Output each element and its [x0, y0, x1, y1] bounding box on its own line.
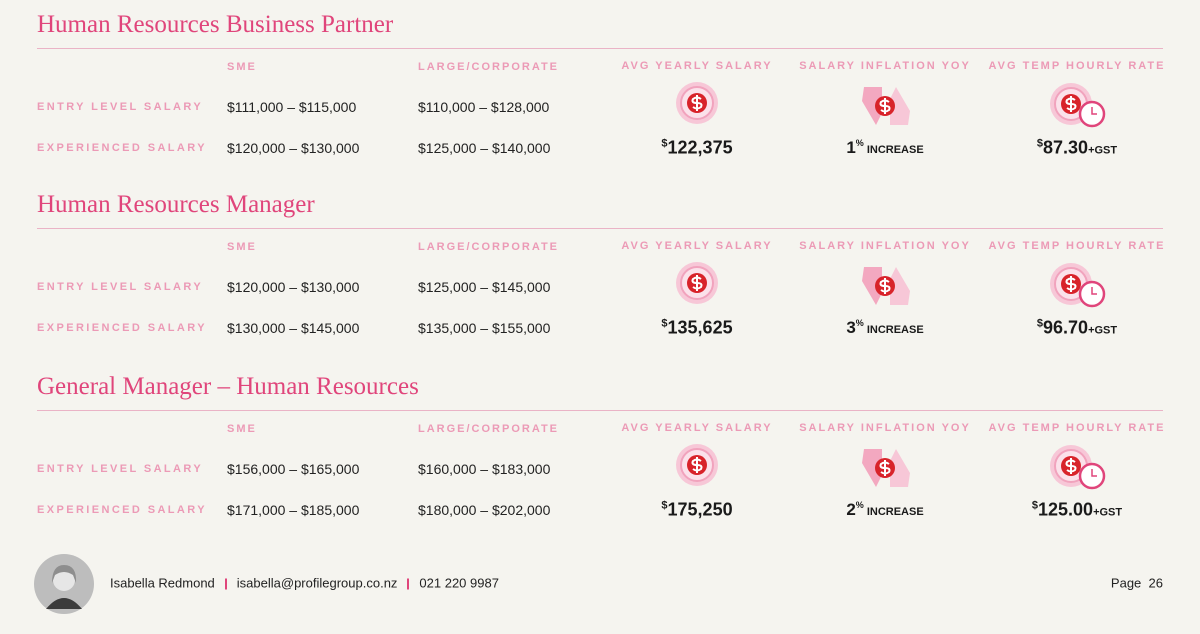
inflation-label: INCREASE	[866, 144, 924, 156]
sme-range: $171,000 – $185,000	[227, 502, 360, 518]
footer-contact: Isabella Redmond isabella@profilegroup.co…	[110, 576, 499, 591]
currency-symbol: $	[1031, 499, 1039, 512]
inflation-value: 1	[846, 138, 856, 157]
gst-suffix: +GST	[1088, 324, 1118, 337]
section-title: General Manager – Human Resources	[37, 373, 419, 400]
inflation-label: INCREASE	[866, 506, 924, 518]
separator	[407, 578, 410, 590]
corporate-range: $125,000 – $140,000	[418, 140, 551, 156]
salary-icon	[676, 444, 718, 486]
salary-amount: 122,375	[667, 137, 733, 158]
column-header: AVG YEARLY SALARY	[621, 60, 773, 72]
corporate-range: $125,000 – $145,000	[418, 279, 551, 295]
corporate-range: $180,000 – $202,000	[418, 502, 551, 518]
inflation-label: INCREASE	[866, 324, 924, 336]
sme-range: $156,000 – $165,000	[227, 461, 360, 477]
column-header: SALARY INFLATION YOY	[799, 422, 971, 434]
column-header: SME	[227, 241, 257, 253]
corporate-range: $110,000 – $128,000	[418, 99, 550, 115]
sme-range: $120,000 – $130,000	[227, 279, 360, 295]
inflation-unit: %	[855, 138, 864, 148]
inflation-unit: %	[855, 318, 864, 328]
corporate-range: $135,000 – $155,000	[418, 320, 551, 336]
corporate-range: $160,000 – $183,000	[418, 461, 551, 477]
avg-hourly-rate: $125.00+GST	[1032, 500, 1122, 521]
column-header: AVG TEMP HOURLY RATE	[988, 60, 1166, 72]
section-title: Human Resources Manager	[37, 191, 315, 218]
currency-symbol: $	[1036, 317, 1044, 330]
salary-amount: 135,625	[667, 317, 733, 338]
salary-icon	[676, 82, 718, 124]
column-header: LARGE/CORPORATE	[418, 241, 560, 253]
salary-inflation: 3%INCREASE	[846, 318, 923, 338]
sme-range: $130,000 – $145,000	[227, 320, 360, 336]
column-header: LARGE/CORPORATE	[418, 61, 560, 73]
avg-hourly-rate: $87.30+GST	[1037, 138, 1117, 159]
inflation-icon	[862, 267, 910, 305]
currency-symbol: $	[661, 317, 668, 330]
row-label: EXPERIENCED SALARY	[37, 322, 207, 334]
gst-suffix: +GST	[1088, 144, 1118, 157]
hourly-rate-icon	[1050, 445, 1106, 490]
title-rule	[37, 228, 1163, 229]
inflation-unit: %	[855, 500, 864, 510]
row-label: EXPERIENCED SALARY	[37, 504, 207, 516]
avg-yearly-salary: $135,625	[661, 318, 732, 339]
contact-name: Isabella Redmond	[110, 575, 215, 591]
currency-symbol: $	[661, 499, 668, 512]
column-header: SME	[227, 61, 257, 73]
column-header: AVG YEARLY SALARY	[621, 422, 773, 434]
column-header: AVG YEARLY SALARY	[621, 240, 773, 252]
avg-hourly-rate: $96.70+GST	[1037, 318, 1117, 339]
column-header: AVG TEMP HOURLY RATE	[988, 422, 1166, 434]
column-header: SALARY INFLATION YOY	[799, 60, 971, 72]
currency-symbol: $	[1036, 137, 1044, 150]
hourly-rate-icon	[1050, 83, 1106, 128]
inflation-value: 2	[846, 500, 856, 519]
avg-yearly-salary: $122,375	[661, 138, 732, 159]
section-title: Human Resources Business Partner	[37, 11, 394, 38]
profile-photo	[34, 554, 94, 614]
row-label: ENTRY LEVEL SALARY	[37, 101, 204, 113]
salary-inflation: 1%INCREASE	[846, 138, 923, 158]
hourly-rate-icon	[1050, 263, 1106, 308]
column-header: LARGE/CORPORATE	[418, 423, 560, 435]
hourly-amount: 87.30	[1043, 137, 1089, 158]
sme-range: $111,000 – $115,000	[227, 99, 357, 115]
row-label: EXPERIENCED SALARY	[37, 142, 207, 154]
title-rule	[37, 410, 1163, 411]
avg-yearly-salary: $175,250	[661, 500, 732, 521]
hourly-amount: 96.70	[1043, 317, 1089, 338]
page-label: Page	[1110, 575, 1142, 591]
column-header: SME	[227, 423, 257, 435]
sme-range: $120,000 – $130,000	[227, 140, 360, 156]
contact-phone: 021 220 9987	[419, 575, 499, 591]
contact-email: isabella@profilegroup.co.nz	[236, 575, 398, 591]
currency-symbol: $	[661, 137, 668, 150]
separator	[224, 578, 227, 590]
title-rule	[37, 48, 1163, 49]
salary-icon	[676, 262, 718, 304]
hourly-amount: 125.00	[1038, 499, 1094, 520]
gst-suffix: +GST	[1093, 506, 1123, 519]
inflation-icon	[862, 87, 910, 125]
page-indicator: Page 26	[1111, 576, 1163, 591]
column-header: AVG TEMP HOURLY RATE	[988, 240, 1166, 252]
page-number: 26	[1148, 575, 1163, 591]
salary-amount: 175,250	[667, 499, 733, 520]
inflation-value: 3	[846, 318, 856, 337]
salary-inflation: 2%INCREASE	[846, 500, 923, 520]
column-header: SALARY INFLATION YOY	[799, 240, 971, 252]
inflation-icon	[862, 449, 910, 487]
row-label: ENTRY LEVEL SALARY	[37, 463, 204, 475]
row-label: ENTRY LEVEL SALARY	[37, 281, 204, 293]
